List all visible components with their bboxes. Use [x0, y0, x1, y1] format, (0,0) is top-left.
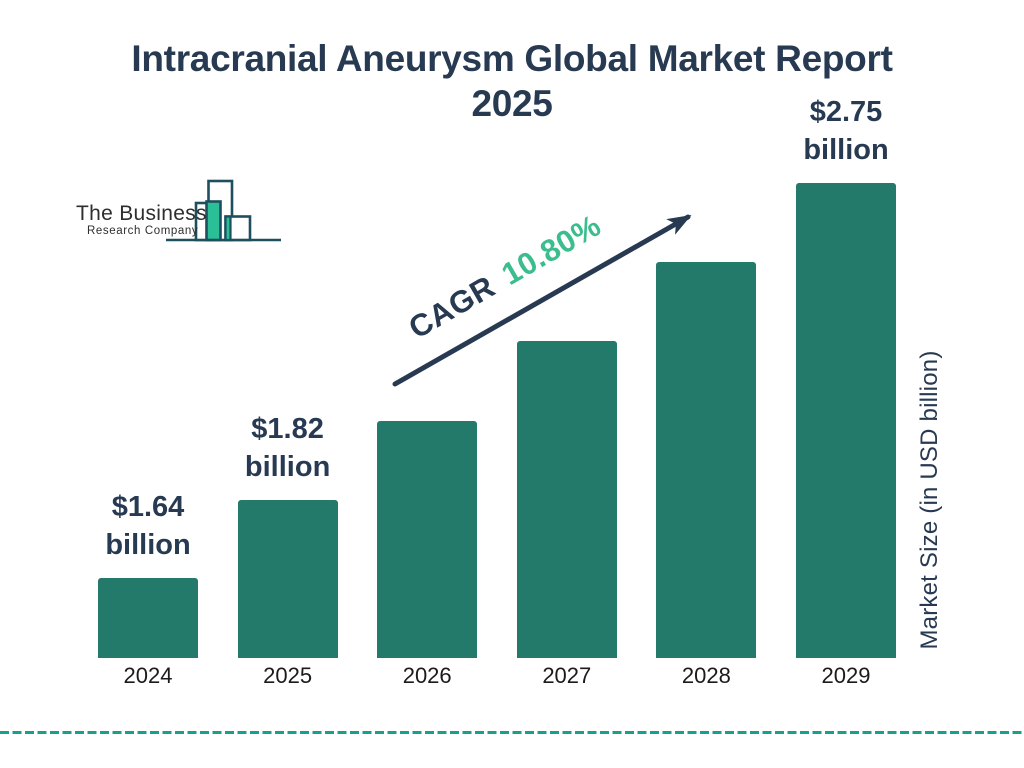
bottom-dashed-divider: [0, 731, 1024, 734]
value-label-2029: $2.75 billion: [796, 93, 896, 169]
bar-2027: [516, 341, 617, 658]
value-line-1: $1.64: [111, 491, 185, 523]
value-line-2: billion: [105, 529, 191, 561]
x-tick-2025: 2025: [263, 663, 313, 688]
x-tick-2026: 2026: [402, 663, 452, 688]
value-label-2024: $1.64 billion: [98, 488, 198, 564]
company-subname: Research Company: [87, 225, 199, 237]
bar-2024: [98, 578, 198, 658]
page-title-line-1: Intracranial Aneurysm Global Market Repo…: [131, 38, 893, 79]
value-line-2: billion: [803, 134, 889, 166]
y-axis-label: Market Size (in USD billion): [916, 350, 943, 650]
x-tick-2029: 2029: [821, 663, 871, 688]
x-tick-2028: 2028: [681, 663, 731, 688]
bar-2029: [796, 183, 896, 658]
x-tick-2024: 2024: [123, 663, 173, 688]
value-line-1: $1.82: [251, 413, 324, 445]
bar-2028: [656, 262, 757, 658]
page-title-line-2: 2025: [471, 83, 553, 124]
bar-2026: [377, 421, 478, 658]
value-line-2: billion: [244, 451, 331, 483]
x-tick-2027: 2027: [542, 663, 592, 688]
company-name: The Business: [76, 202, 207, 225]
value-line-1: $2.75: [809, 96, 883, 128]
bar-chart-logo-icon: [166, 179, 281, 242]
page-title: Intracranial Aneurysm Global Market Repo…: [0, 36, 1024, 126]
company-logo: The Business Research Company: [60, 175, 300, 250]
value-label-2025: $1.82 billion: [238, 410, 338, 486]
trend-arrow-icon: [392, 214, 692, 387]
bar-2025: [237, 500, 338, 658]
